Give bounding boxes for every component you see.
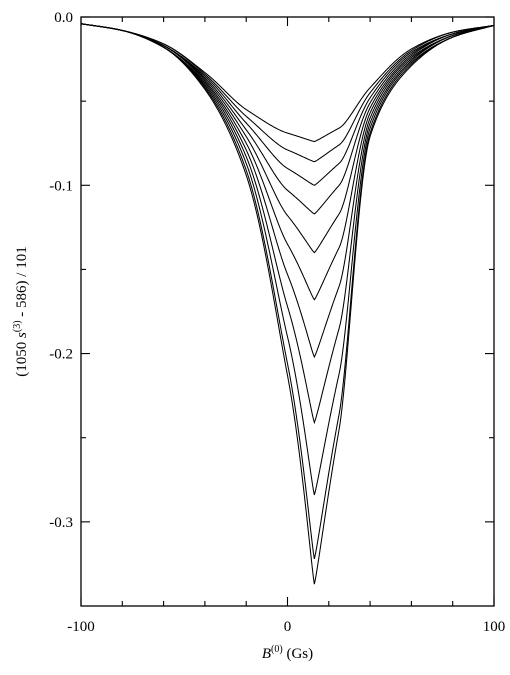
curves-group [80, 23, 495, 585]
x-axis-label-unit: (Gs) [283, 646, 313, 662]
series-line-2 [80, 23, 495, 163]
series-line-4 [80, 23, 495, 215]
series-line-9 [80, 23, 495, 496]
x-axis-label-sup: (0) [271, 644, 283, 655]
y-tick-label: -0.2 [49, 347, 73, 363]
series-line-10 [80, 23, 495, 559]
y-axis-label: (1050 s(3) - 586) / 101 [12, 246, 30, 376]
plot-frame [80, 16, 495, 607]
series-line-11 [80, 23, 495, 585]
x-tick-label: 100 [483, 619, 506, 635]
x-axis-label: B(0) (Gs) [262, 644, 313, 662]
y-axis-label-pre: (1050 [14, 338, 30, 377]
tick-labels-group: -100 0 100 0.0 -0.1 -0.2 -0.3 [49, 10, 505, 635]
series-line-5 [80, 23, 495, 254]
series-line-6 [80, 23, 495, 301]
x-tick-label: 0 [284, 619, 292, 635]
x-axis-label-main: B [262, 646, 271, 662]
y-tick-label: -0.1 [49, 178, 73, 194]
y-axis-label-post: - 586) / 101 [14, 246, 30, 320]
y-axis-label-var: s [14, 332, 30, 338]
ticks-group [80, 16, 495, 606]
x-tick-label: -100 [67, 619, 95, 635]
y-tick-label: 0.0 [54, 10, 73, 26]
y-tick-label: -0.3 [49, 515, 73, 531]
y-axis-label-sup: (3) [12, 320, 23, 332]
